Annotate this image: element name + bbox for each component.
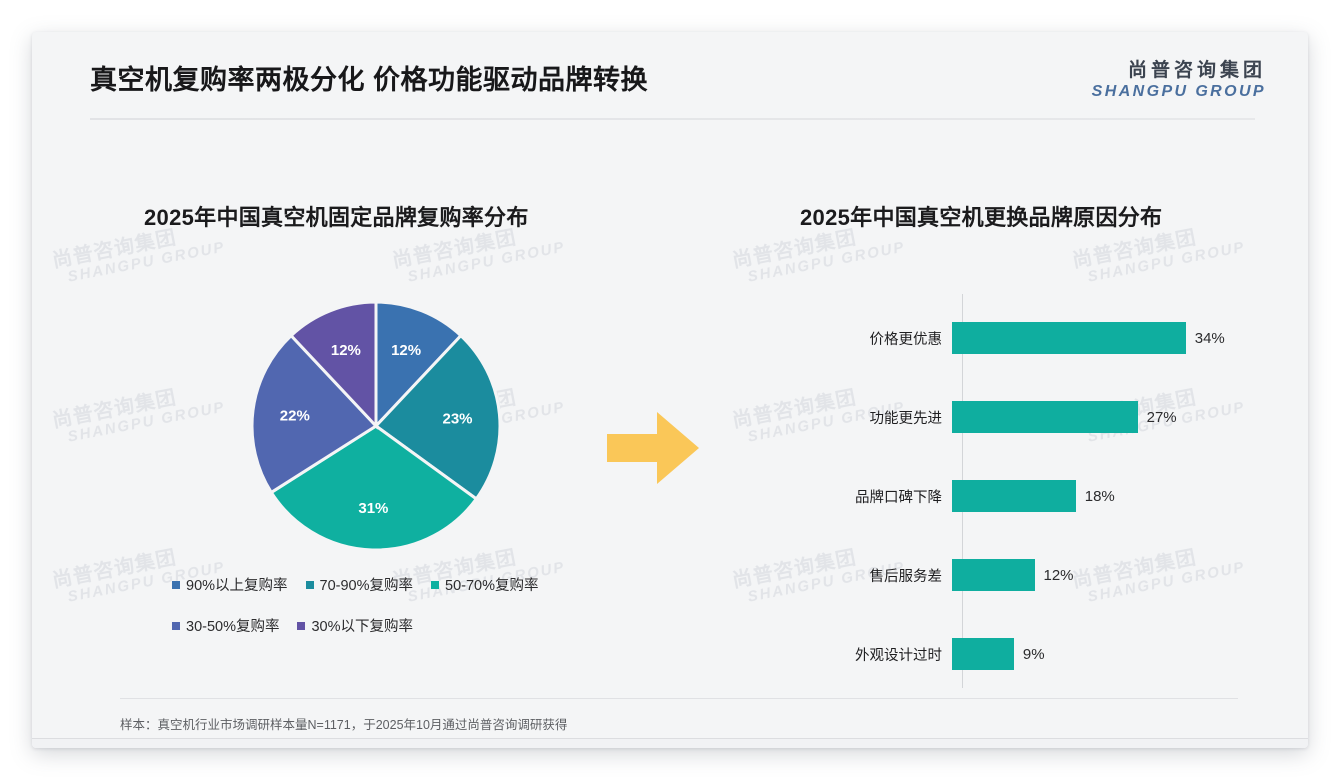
bar-track: 12% xyxy=(952,559,1292,591)
watermark-en: SHANGPU GROUP xyxy=(1086,238,1247,286)
bar-value-label: 12% xyxy=(1043,566,1074,584)
bar-value-label: 18% xyxy=(1084,487,1115,505)
legend-label: 90%以上复购率 xyxy=(186,578,288,594)
bar-fill xyxy=(952,559,1035,591)
watermark-tile: 尚普咨询集团 SHANGPU GROUP xyxy=(49,372,227,448)
bar-row: 功能更先进 27% xyxy=(822,401,1292,433)
bar-category-label: 外观设计过时 xyxy=(855,647,942,664)
legend-item[interactable]: 30%以下复购率 xyxy=(297,615,413,636)
repurchase-rate-pie-chart: 12% 23% 31% 22% 12% xyxy=(250,300,502,552)
bar-value-label: 9% xyxy=(1022,645,1045,663)
legend-swatch xyxy=(172,580,180,589)
pie-legend: 90%以上复购率 70-90%复购率 50-70%复购率 30-50%复购率 30%以… xyxy=(172,574,602,656)
pie-slice xyxy=(288,300,378,430)
footer-divider xyxy=(32,738,1308,739)
logo-en-text: SHANGPU GROUP xyxy=(1091,82,1266,100)
bar-track: 18% xyxy=(952,480,1292,512)
pie-slice-label: 12% xyxy=(331,342,361,359)
bar-value-label: 34% xyxy=(1194,329,1225,347)
legend-swatch xyxy=(297,621,306,630)
bar-category-label: 售后服务差 xyxy=(869,568,943,585)
page-title: 真空机复购率两极分化 价格功能驱动品牌转换 xyxy=(90,65,649,95)
pie-slice xyxy=(269,424,479,552)
bar-category-label: 价格更优惠 xyxy=(869,331,943,348)
slide-header: 真空机复购率两极分化 价格功能驱动品牌转换 尚普咨询集团 SHANGPU GRO… xyxy=(32,32,1308,120)
legend-swatch xyxy=(431,580,440,589)
bar-track: 34% xyxy=(952,322,1292,354)
footnote-divider xyxy=(120,698,1238,699)
legend-label: 30%以下复购率 xyxy=(311,619,414,635)
logo-cn-text: 尚普咨询集团 xyxy=(1127,60,1266,81)
pie-slice xyxy=(250,333,379,495)
header-divider xyxy=(90,118,1255,120)
watermark-en: SHANGPU GROUP xyxy=(66,398,227,446)
bar-value-label: 27% xyxy=(1146,408,1177,426)
arrow-right-svg xyxy=(607,412,699,484)
bar-row: 外观设计过时 9% xyxy=(822,638,1292,670)
bar-row: 价格更优惠 34% xyxy=(822,322,1292,354)
watermark-cn: 尚普咨询集团 xyxy=(50,386,179,433)
sample-footnote: 样本：真空机行业市场调研样本量N=1171，于2025年10月通过尚普咨询调研获… xyxy=(120,718,568,732)
bar-track: 27% xyxy=(952,401,1292,433)
pie-slice xyxy=(373,333,502,501)
pie-slice-label: 31% xyxy=(358,500,388,517)
legend-item[interactable]: 30-50%复购率 xyxy=(172,615,279,636)
arrow-right-icon xyxy=(607,410,699,491)
brand-logo: 尚普咨询集团 SHANGPU GROUP xyxy=(1092,60,1266,101)
bar-fill xyxy=(952,322,1186,354)
watermark-en: SHANGPU GROUP xyxy=(406,238,567,286)
pie-slice-label: 12% xyxy=(391,342,421,359)
pie-slice xyxy=(374,300,464,430)
brand-switch-reason-bar-chart: 价格更优惠 34% 功能更先进 27% 品牌口碑下降 18% 售后服务差 12% 外观设计过时 9… xyxy=(822,294,1292,694)
right-chart-title: 2025年中国真空机更换品牌原因分布 xyxy=(800,205,1163,230)
bar-category-label: 品牌口碑下降 xyxy=(855,489,942,506)
bar-row: 售后服务差 12% xyxy=(822,559,1292,591)
bar-track: 9% xyxy=(952,638,1292,670)
legend-label: 70-90%复购率 xyxy=(319,578,414,594)
legend-row: 30-50%复购率 30%以下复购率 xyxy=(172,615,602,636)
legend-item[interactable]: 90%以上复购率 xyxy=(172,574,288,595)
pie-slice-label: 22% xyxy=(280,408,310,425)
legend-item[interactable]: 50-70%复购率 xyxy=(431,574,539,595)
pie-slice-label: 23% xyxy=(442,410,472,427)
legend-swatch xyxy=(305,580,314,589)
bar-row: 品牌口碑下降 18% xyxy=(822,480,1292,512)
legend-item[interactable]: 70-90%复购率 xyxy=(305,574,414,595)
legend-label: 30-50%复购率 xyxy=(186,619,280,635)
left-chart-title: 2025年中国真空机固定品牌复购率分布 xyxy=(144,205,529,230)
slide-card: 尚普咨询集团 SHANGPU GROUP 尚普咨询集团 SHANGPU GROU… xyxy=(32,32,1308,748)
slide-footer: ©2025.12 SHANGPU GROUP www.shangpu-china… xyxy=(32,739,1308,748)
watermark-en: SHANGPU GROUP xyxy=(66,238,227,286)
watermark-en: SHANGPU GROUP xyxy=(746,238,907,286)
bar-fill xyxy=(952,401,1138,433)
pie-svg: 12% 23% 31% 22% 12% xyxy=(250,300,502,552)
legend-row: 90%以上复购率 70-90%复购率 50-70%复购率 xyxy=(172,574,602,595)
bar-fill xyxy=(952,638,1014,670)
legend-swatch xyxy=(172,621,180,630)
bar-fill xyxy=(952,480,1076,512)
legend-label: 50-70%复购率 xyxy=(445,578,539,594)
bar-category-label: 功能更先进 xyxy=(869,410,943,427)
